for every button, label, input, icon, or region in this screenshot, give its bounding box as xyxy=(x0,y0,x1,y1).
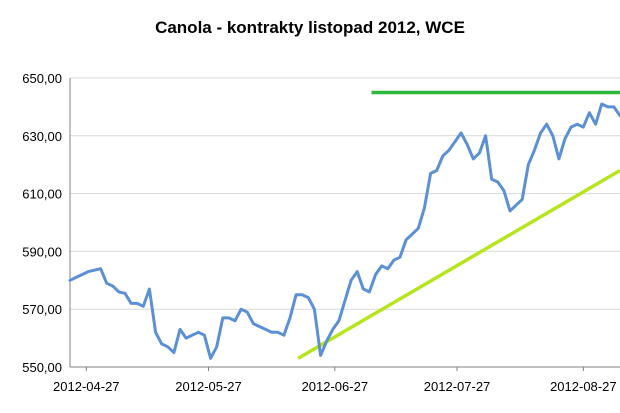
trendlines xyxy=(297,90,620,360)
y-tick-label: 590,00 xyxy=(22,244,62,259)
price-series xyxy=(68,102,620,360)
x-tick-label: 2012-04-27 xyxy=(53,379,120,394)
y-axis-tick-labels: 550,00 570,00 590,00 610,00 630,00 650,00 xyxy=(22,71,62,375)
y-tick-label: 630,00 xyxy=(22,129,62,144)
x-tick-label: 2012-06-27 xyxy=(302,379,369,394)
y-tick-label: 550,00 xyxy=(22,360,62,375)
x-tick-label: 2012-05-27 xyxy=(175,379,242,394)
x-axis-tick-labels: 2012-04-27 2012-05-27 2012-06-27 2012-07-27… xyxy=(53,379,617,394)
support-trendline xyxy=(297,168,620,360)
axes xyxy=(69,78,620,371)
x-tick-label: 2012-07-27 xyxy=(424,379,491,394)
y-tick-label: 610,00 xyxy=(22,187,62,202)
y-tick-label: 570,00 xyxy=(22,302,62,317)
chart-title: Canola - kontrakty listopad 2012, WCE xyxy=(155,18,465,37)
x-tick-label: 2012-08-27 xyxy=(550,379,617,394)
gridlines xyxy=(70,77,620,310)
y-tick-label: 650,00 xyxy=(22,71,62,86)
price-line xyxy=(68,102,620,360)
